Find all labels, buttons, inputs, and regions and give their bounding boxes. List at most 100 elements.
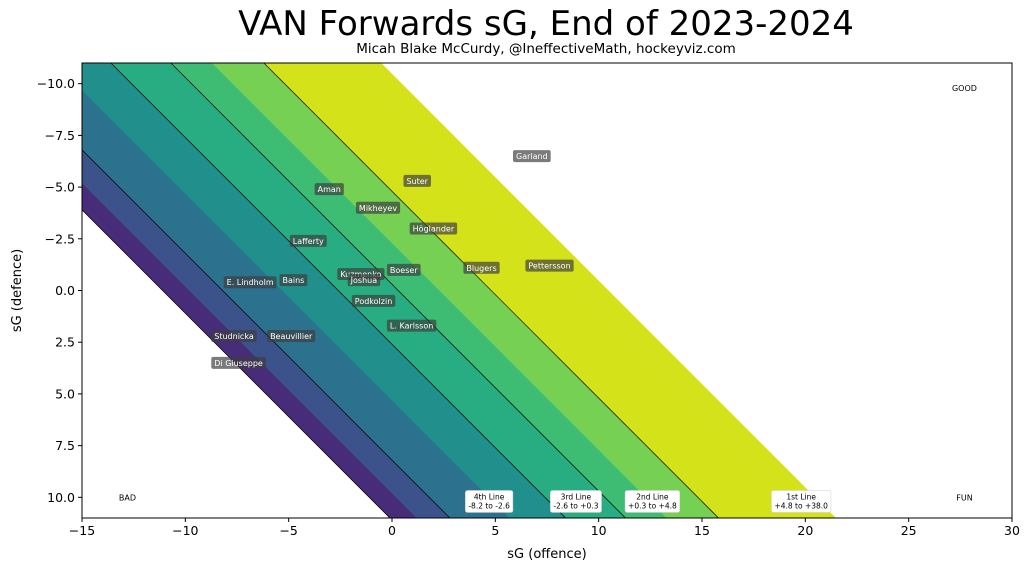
- player-label-box: [403, 174, 431, 187]
- chart-title: VAN Forwards sG, End of 2023-2024: [238, 4, 854, 44]
- corner-label: FUN: [956, 493, 972, 502]
- tier-boundary-line: [82, 209, 391, 518]
- axes: −15 −10 −5 0 5 10 15 20 25 30 −10.0 −7.5 −5.0 −2.5 0.0…: [37, 76, 1020, 538]
- player-name: L. Karlsson: [390, 322, 433, 331]
- player-name: Blugers: [466, 264, 496, 273]
- player-label: Studnicka: [211, 330, 257, 342]
- player-label: Aman: [314, 183, 344, 196]
- line-tier-name: 4th Line: [474, 492, 505, 501]
- player-label: Bains: [279, 274, 308, 287]
- player-name: Garland: [516, 152, 548, 161]
- player-label: Mikheyev: [355, 201, 401, 214]
- line-tier-range: +0.3 to +4.8: [628, 501, 677, 510]
- y-tick-label: 7.5: [55, 438, 75, 453]
- player-label-box: [211, 330, 257, 342]
- player-name: Beauvillier: [270, 332, 313, 341]
- player-label: Boeser: [386, 263, 421, 276]
- corner-labels: GOOD BAD FUN: [119, 84, 977, 502]
- player-label: Joshua: [347, 274, 381, 287]
- player-label-box: [314, 183, 344, 196]
- y-tick-label: 0.0: [55, 283, 75, 298]
- tier-bands: [82, 63, 1012, 518]
- tier-boundary-line: [263, 63, 719, 518]
- line-tier-name: 2nd Line: [636, 492, 669, 501]
- line-tier-label: 3rd Line-2.6 to +0.3: [550, 490, 602, 513]
- line-tier-label: 1st Line+4.8 to +38.0: [771, 490, 832, 513]
- player-label-box: [513, 150, 551, 163]
- player-label-box: [267, 330, 316, 342]
- player-name: Suter: [406, 177, 428, 186]
- tier-band-4: [82, 63, 567, 518]
- player-label: Lafferty: [289, 234, 327, 247]
- player-name: Pettersson: [528, 262, 570, 271]
- player-name: Podkolzin: [355, 297, 392, 306]
- y-tick-label: −10.0: [37, 76, 75, 91]
- x-tick-label: 20: [797, 523, 813, 538]
- player-label-box: [463, 261, 500, 274]
- player-name: Lafferty: [293, 237, 324, 246]
- player-label-box: [279, 274, 308, 287]
- line-tier-name: 1st Line: [786, 492, 816, 501]
- line-tier-box: [550, 490, 602, 513]
- y-axis-label: sG (defence): [10, 249, 25, 332]
- player-name: Boeser: [390, 266, 418, 275]
- player-name: Joshua: [350, 276, 378, 285]
- x-axis-label: sG (offence): [507, 547, 586, 562]
- x-tick-label: 25: [901, 523, 917, 538]
- player-label: Höglander: [409, 222, 458, 235]
- player-label: Suter: [403, 174, 431, 187]
- line-tier-label: 4th Line-8.2 to -2.6: [465, 490, 514, 513]
- line-tier-range: -8.2 to -2.6: [468, 501, 510, 510]
- player-name: Bains: [282, 276, 304, 285]
- player-label-box: [347, 274, 381, 287]
- y-tick-label: −2.5: [45, 231, 75, 246]
- player-label: Beauvillier: [267, 330, 316, 342]
- y-tick-label: 5.0: [55, 386, 75, 401]
- corner-label: BAD: [119, 493, 136, 502]
- player-label-box: [355, 201, 401, 214]
- x-tick-label: 0: [388, 523, 396, 538]
- tier-boundary-line: [110, 63, 566, 518]
- player-label-box: [386, 319, 437, 332]
- player-name: Höglander: [413, 224, 455, 233]
- player-name: Studnicka: [214, 332, 254, 341]
- x-tick-label: 15: [694, 523, 710, 538]
- player-label-box: [289, 234, 327, 247]
- y-tick-label: 2.5: [55, 335, 75, 350]
- line-tier-range: -2.6 to +0.3: [553, 501, 598, 510]
- tier-boundary-line: [82, 149, 451, 518]
- player-name: Aman: [318, 185, 341, 194]
- x-tick-label: 10: [591, 523, 607, 538]
- player-name: Di Giuseppe: [214, 359, 263, 368]
- corner-label: GOOD: [952, 84, 977, 93]
- player-label-box: [386, 263, 421, 276]
- player-label: Blugers: [463, 261, 500, 274]
- player-label-box: [223, 276, 277, 289]
- player-label: L. Karlsson: [386, 319, 437, 332]
- player-label-box: [211, 356, 266, 369]
- line-tier-label: 2nd Line+0.3 to +4.8: [624, 490, 681, 513]
- tier-band-9: [381, 63, 1012, 518]
- player-label: Di Giuseppe: [211, 356, 266, 369]
- x-tick-label: −5: [279, 523, 297, 538]
- line-tier-range: +4.8 to +38.0: [774, 501, 828, 510]
- player-labels: Garland Suter Aman Mikheyev Höglander Laffert…: [211, 150, 574, 369]
- x-tick-label: −15: [69, 523, 95, 538]
- player-label-box: [351, 294, 396, 307]
- player-name: Mikheyev: [359, 204, 397, 213]
- tier-boundary-line: [170, 63, 626, 518]
- line-tier-labels: 4th Line-8.2 to -2.6 3rd Line-2.6 to +0.3…: [465, 490, 832, 513]
- line-tier-name: 3rd Line: [561, 492, 592, 501]
- line-tier-box: [465, 490, 514, 513]
- y-tick-label: −7.5: [45, 128, 75, 143]
- player-label: E. Lindholm: [223, 276, 277, 289]
- x-tick-label: 30: [1004, 523, 1020, 538]
- x-tick-label: 5: [491, 523, 499, 538]
- player-label: Podkolzin: [351, 294, 396, 307]
- line-tier-box: [771, 490, 832, 513]
- tier-band-7: [211, 63, 719, 518]
- player-label-box: [409, 222, 458, 235]
- y-tick-label: 10.0: [47, 490, 75, 505]
- player-label: Pettersson: [525, 259, 574, 272]
